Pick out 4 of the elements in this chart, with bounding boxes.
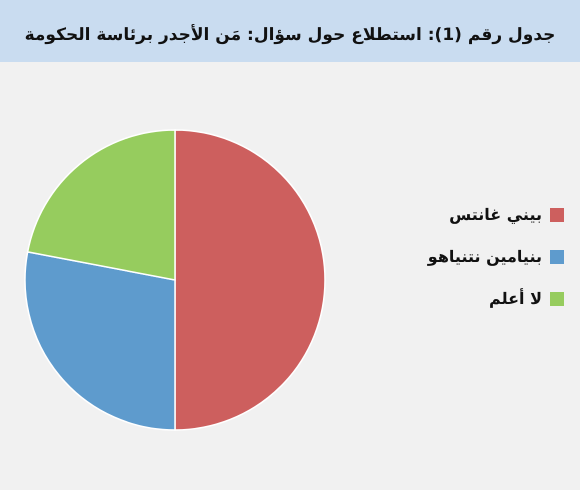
legend-label: بيني غانتس: [449, 205, 542, 224]
chart-title: جدول رقم (1): استطلاع حول سؤال: مَن الأجدر برئاسة الحكومة: [24, 23, 556, 45]
legend-label: بنيامين نتنياهو: [426, 247, 542, 266]
legend-label: لا أعلم: [489, 288, 542, 308]
